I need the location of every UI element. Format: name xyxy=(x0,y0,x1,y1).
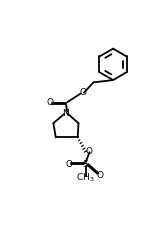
Text: S: S xyxy=(83,159,88,169)
Text: CH$_3$: CH$_3$ xyxy=(76,172,95,185)
Text: O: O xyxy=(97,171,104,180)
Text: O: O xyxy=(46,98,53,107)
Text: O: O xyxy=(85,147,92,156)
Text: O: O xyxy=(66,159,73,169)
Text: N: N xyxy=(63,109,69,118)
Text: O: O xyxy=(80,88,87,97)
